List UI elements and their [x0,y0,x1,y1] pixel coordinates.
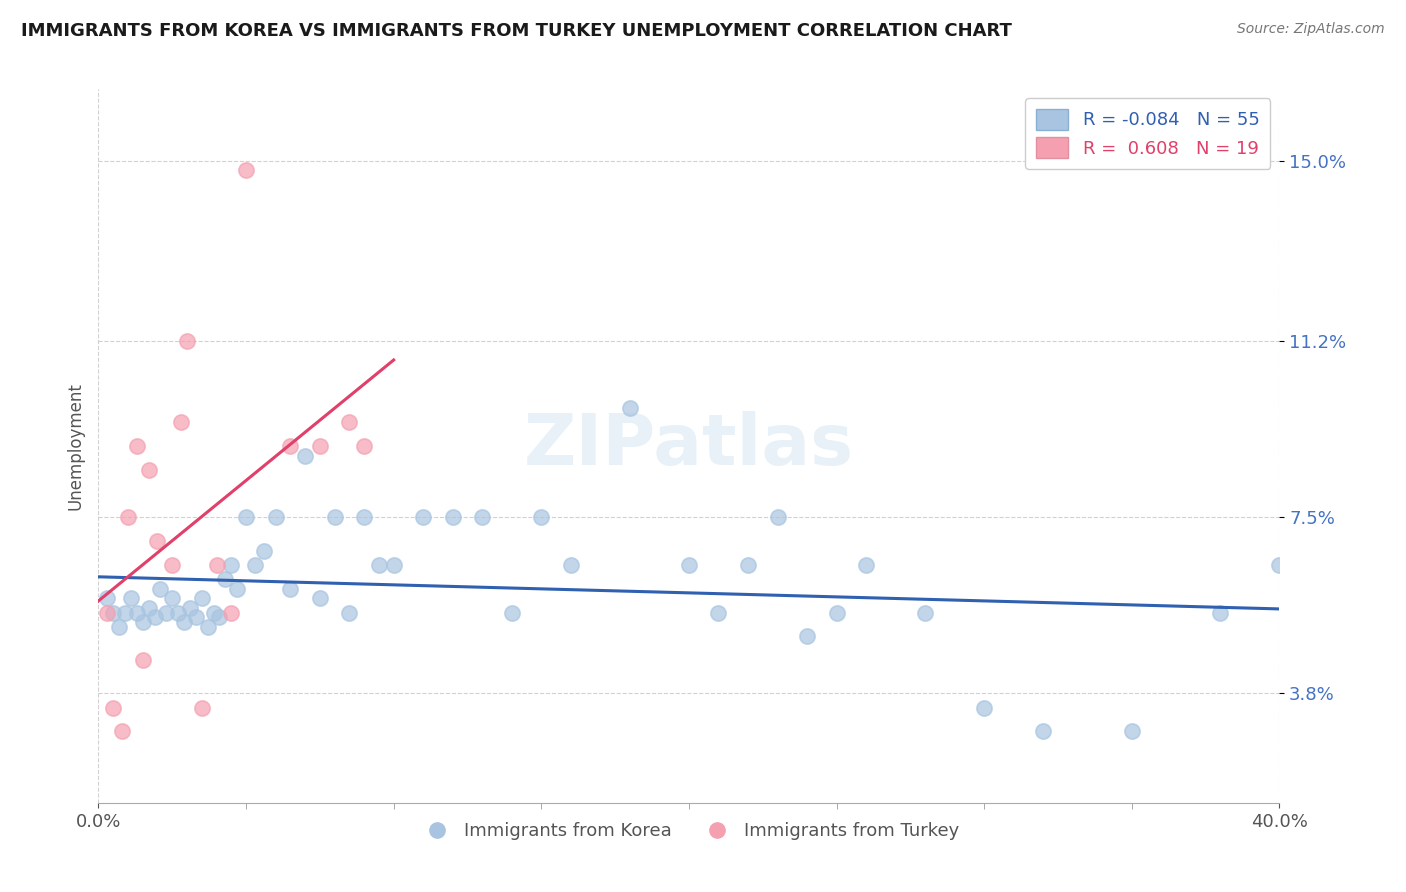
Point [353,510,375,524]
Point [1268,558,1291,572]
Point [221,558,243,572]
Point [707,606,730,620]
Legend: Immigrants from Korea, Immigrants from Turkey: Immigrants from Korea, Immigrants from T… [412,815,966,847]
Point [323,510,346,524]
Point [235,510,257,524]
Point [117,510,139,524]
Point [184,610,207,624]
Point [191,700,214,714]
Point [253,543,276,558]
Point [825,606,848,620]
Point [176,334,198,349]
Point [855,558,877,572]
Point [309,591,332,606]
Text: ZIPatlas: ZIPatlas [524,411,853,481]
Point [382,558,405,572]
Point [796,629,818,643]
Point [441,510,464,524]
Point [226,582,249,596]
Point [339,606,361,620]
Point [737,558,759,572]
Point [103,700,125,714]
Point [146,534,169,549]
Y-axis label: Unemployment: Unemployment [66,382,84,510]
Point [205,558,228,572]
Point [138,463,160,477]
Point [766,510,789,524]
Point [1032,724,1054,739]
Point [221,606,243,620]
Point [530,510,553,524]
Point [280,439,302,453]
Point [214,572,236,586]
Point [619,401,641,415]
Point [173,615,195,629]
Point [501,606,523,620]
Point [197,620,219,634]
Point [132,653,155,667]
Point [339,415,361,429]
Point [138,600,160,615]
Point [309,439,332,453]
Point [412,510,434,524]
Point [143,610,166,624]
Point [179,600,201,615]
Point [108,620,131,634]
Point [162,558,183,572]
Point [149,582,172,596]
Point [1209,606,1232,620]
Point [132,615,155,629]
Text: Source: ZipAtlas.com: Source: ZipAtlas.com [1237,22,1385,37]
Point [96,606,118,620]
Point [973,700,995,714]
Point [191,591,214,606]
Point [471,510,494,524]
Point [155,606,177,620]
Point [264,510,287,524]
Point [114,606,136,620]
Point [368,558,391,572]
Point [294,449,316,463]
Point [208,610,231,624]
Point [120,591,142,606]
Point [243,558,266,572]
Point [1121,724,1143,739]
Point [280,582,302,596]
Point [560,558,582,572]
Text: IMMIGRANTS FROM KOREA VS IMMIGRANTS FROM TURKEY UNEMPLOYMENT CORRELATION CHART: IMMIGRANTS FROM KOREA VS IMMIGRANTS FROM… [21,22,1012,40]
Point [353,439,375,453]
Point [96,591,118,606]
Point [125,439,148,453]
Point [103,606,125,620]
Point [235,163,257,178]
Point [170,415,193,429]
Point [167,606,190,620]
Point [125,606,148,620]
Point [678,558,700,572]
Point [202,606,225,620]
Point [914,606,936,620]
Point [111,724,134,739]
Point [162,591,183,606]
